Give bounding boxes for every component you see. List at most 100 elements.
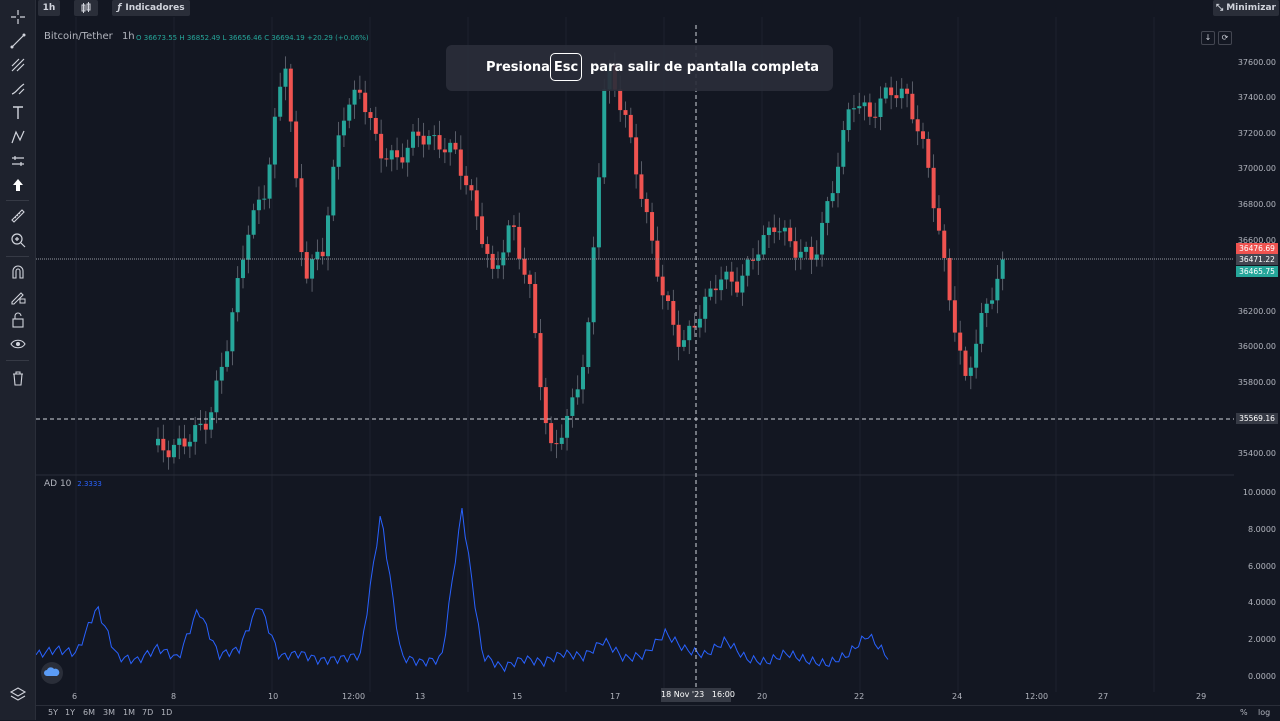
- candle-body: [352, 89, 357, 105]
- candle-body: [942, 230, 947, 258]
- price-axis[interactable]: 37600.00 37400.00 37200.00 37000.00 36800.00…: [1234, 17, 1280, 705]
- layers-icon[interactable]: [9, 685, 27, 703]
- scroll-down-icon[interactable]: ↓: [1201, 31, 1215, 45]
- crosshair-time-label: 18 Nov '23 16:00: [661, 688, 735, 702]
- candle-body: [687, 325, 692, 341]
- candle-body: [193, 425, 198, 442]
- lock-icon[interactable]: [9, 311, 27, 329]
- candle-style-button[interactable]: [74, 0, 98, 16]
- crosshair-price-tag: 35569.16: [1236, 413, 1278, 424]
- range-6m[interactable]: 6M: [83, 708, 95, 717]
- candle-body: [873, 116, 878, 118]
- candle-body: [453, 142, 458, 150]
- range-1m[interactable]: 1M: [123, 708, 135, 717]
- forecast-icon[interactable]: [9, 152, 27, 170]
- indicator-tick: 8.0000: [1248, 524, 1276, 534]
- candle-body: [426, 135, 431, 145]
- candle-body: [990, 300, 995, 304]
- candle-body: [538, 333, 543, 388]
- time-tick: 6: [72, 692, 78, 701]
- trash-icon[interactable]: [9, 369, 27, 387]
- candle-body: [469, 185, 474, 191]
- price-tick: 36000.00: [1237, 342, 1276, 352]
- candle-body: [766, 227, 771, 236]
- candle-body: [527, 274, 532, 285]
- candle-body: [984, 303, 989, 313]
- candle-body: [692, 325, 697, 328]
- cloud-icon[interactable]: [41, 662, 63, 684]
- candle-body: [708, 288, 713, 297]
- candle-body: [485, 244, 490, 254]
- interval-button[interactable]: 1h: [38, 0, 60, 16]
- candle-body: [474, 190, 479, 217]
- indicators-button[interactable]: ƒ Indicadores: [112, 0, 190, 16]
- price-tick: 37000.00: [1237, 164, 1276, 174]
- candle-body: [724, 271, 729, 280]
- price-tick: 35400.00: [1237, 449, 1276, 459]
- fib-tool-icon[interactable]: [9, 56, 27, 74]
- legend-interval: 1h: [121, 31, 135, 42]
- range-5y[interactable]: 5Y: [48, 708, 58, 717]
- price-tick: 36600.00: [1237, 235, 1276, 245]
- candles: [156, 52, 1005, 470]
- percent-toggle[interactable]: %: [1240, 708, 1248, 717]
- candle-body: [448, 142, 453, 153]
- price-tick: 37400.00: [1237, 93, 1276, 103]
- candle-body: [878, 98, 883, 117]
- candle-body: [671, 301, 676, 325]
- price-tick: 35800.00: [1237, 378, 1276, 387]
- candle-body: [304, 252, 309, 279]
- minimize-button[interactable]: ⤡ Minimizar: [1213, 0, 1279, 16]
- brush-icon[interactable]: [9, 80, 27, 98]
- magnet-icon[interactable]: [9, 263, 27, 281]
- symbol-legend: Bitcoin/Tether 1h: [44, 31, 135, 42]
- candle-body: [161, 438, 166, 451]
- candle-body: [368, 112, 373, 118]
- candle-body: [931, 167, 936, 209]
- candle-body: [782, 227, 787, 232]
- trend-line-icon[interactable]: [9, 32, 27, 50]
- refresh-icon[interactable]: ⟳: [1218, 31, 1232, 45]
- ruler-icon[interactable]: [9, 207, 27, 225]
- indicator-name[interactable]: AD 10: [44, 479, 72, 489]
- esc-key-badge: Esc: [550, 53, 582, 81]
- candle-body: [262, 198, 267, 200]
- candle-body: [820, 222, 825, 255]
- log-toggle[interactable]: log: [1258, 708, 1271, 717]
- range-1y[interactable]: 1Y: [65, 708, 75, 717]
- candle-body: [533, 284, 538, 334]
- arrow-up-icon[interactable]: [9, 176, 27, 194]
- lock-pencil-icon[interactable]: [9, 287, 27, 305]
- grid: [75, 17, 1155, 692]
- candle-body: [804, 246, 809, 252]
- candle-body: [628, 114, 633, 138]
- candle-body: [384, 158, 389, 160]
- eye-icon[interactable]: [9, 335, 27, 353]
- range-3m[interactable]: 3M: [103, 708, 115, 717]
- candle-body: [761, 235, 766, 255]
- candle-body: [825, 201, 830, 223]
- candle-body: [331, 166, 336, 216]
- text-icon[interactable]: [9, 104, 27, 122]
- pattern-icon[interactable]: [9, 128, 27, 146]
- time-tick: 13: [415, 692, 426, 701]
- candle-body: [373, 117, 378, 134]
- candle-body: [480, 216, 485, 245]
- candle-body: [490, 253, 495, 269]
- candle-body: [203, 423, 208, 430]
- toast-prefix: Presiona: [486, 60, 550, 75]
- candle-body: [458, 149, 463, 176]
- chart-canvas[interactable]: [36, 17, 1234, 705]
- candle-body: [209, 412, 214, 430]
- candle-body: [575, 389, 580, 398]
- zoom-icon[interactable]: [9, 231, 27, 249]
- candle-body: [995, 278, 1000, 301]
- candle-body: [777, 231, 782, 233]
- candle-body: [867, 102, 872, 117]
- crosshair-icon[interactable]: [9, 8, 27, 26]
- range-1d[interactable]: 1D: [161, 708, 173, 717]
- candle-body: [501, 252, 506, 266]
- candle-body: [968, 367, 973, 376]
- symbol-name[interactable]: Bitcoin/Tether: [44, 31, 113, 42]
- range-7d[interactable]: 7D: [142, 708, 154, 717]
